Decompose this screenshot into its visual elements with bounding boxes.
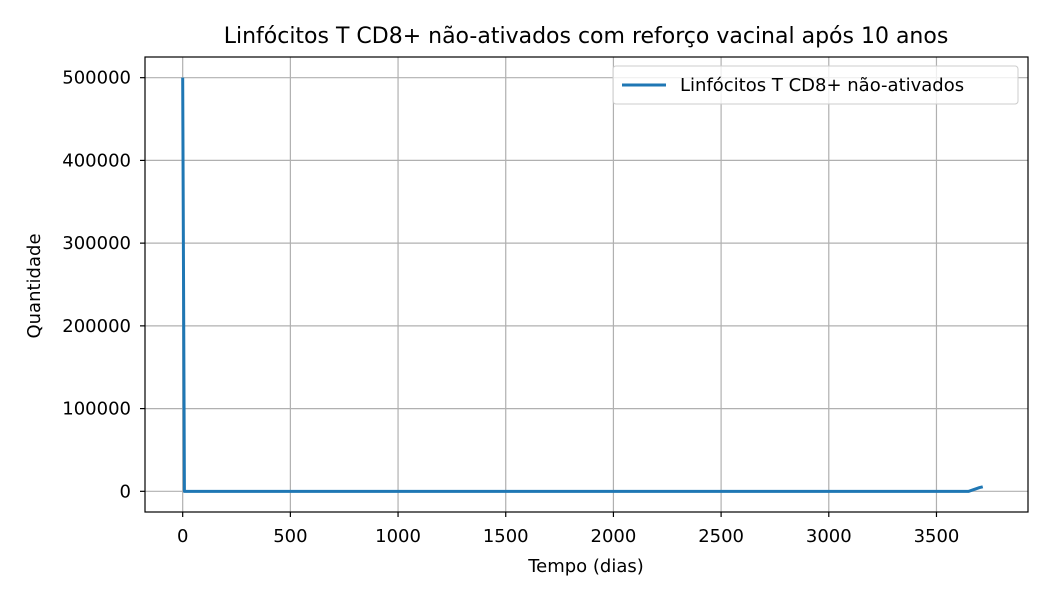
x-tick-label: 0: [177, 526, 188, 547]
legend-box: [612, 65, 1019, 105]
y-tick-label: 300000: [62, 233, 131, 254]
y-tick-label: 500000: [62, 68, 131, 89]
x-tick-label: 1500: [483, 526, 529, 547]
x-tick-label: 2000: [591, 526, 637, 547]
x-tick-label: 1000: [375, 526, 421, 547]
x-axis-label: Tempo (dias): [527, 556, 644, 577]
chart-title: Linfócitos T CD8+ não-ativados com refor…: [224, 24, 949, 49]
legend-entry-label: Linfócitos T CD8+ não-ativados: [680, 75, 964, 96]
y-tick-label: 100000: [62, 399, 131, 420]
legend: Linfócitos T CD8+ não-ativados: [612, 65, 1019, 105]
x-tick-label: 3000: [806, 526, 852, 547]
y-tick-label: 400000: [62, 150, 131, 171]
y-axis-label: Quantidade: [24, 233, 45, 338]
x-tick-label: 3500: [914, 526, 960, 547]
x-tick-label: 500: [273, 526, 307, 547]
ticks: 0 500 1000 1500 2000 2500 3000 3500 0 100000 20000…: [62, 68, 959, 547]
series-layer: [181, 77, 984, 493]
series-line: [181, 77, 984, 493]
plot-frame: [144, 56, 1029, 513]
x-tick-label: 2500: [698, 526, 744, 547]
y-tick-label: 0: [120, 481, 131, 502]
y-tick-label: 200000: [62, 316, 131, 337]
